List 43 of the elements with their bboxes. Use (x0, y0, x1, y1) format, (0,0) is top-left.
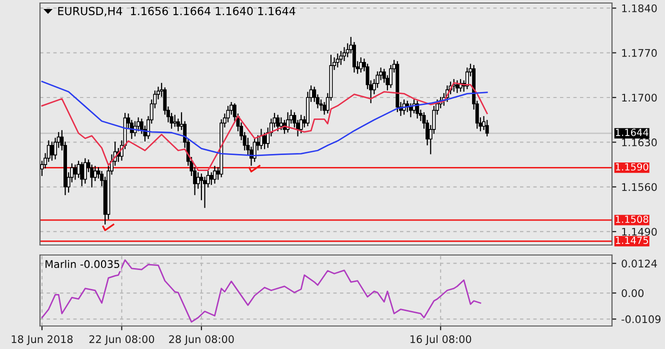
candlestick (408, 103, 412, 118)
candlestick (485, 120, 489, 136)
y-tick-label: 1.1560 (622, 183, 657, 191)
candlestick (83, 158, 87, 184)
x-tick-label: 28 Jun 08:00 (169, 335, 234, 346)
candlestick (212, 166, 216, 184)
line-series (41, 82, 488, 171)
candlestick (359, 57, 363, 73)
candlestick (299, 114, 303, 134)
candlestick (465, 68, 469, 90)
x-tick-label: 22 Jun 08:00 (89, 335, 154, 346)
ref-line-label: 1.1590 (616, 163, 648, 171)
candlestick (342, 47, 346, 62)
candlestick (173, 114, 177, 127)
y-tick-label: 1.1770 (622, 49, 657, 57)
y-tick-label: 1.1840 (622, 4, 657, 12)
candlestick (279, 117, 283, 130)
y-tick-label: 1.1700 (622, 94, 657, 102)
x-tick-label: 16 Jul 08:00 (410, 335, 472, 346)
candlestick (203, 176, 207, 208)
chart-title: EURUSD,H4 1.1656 1.1664 1.1640 1.1644 (58, 6, 296, 16)
y-tick-label: 1.1490 (622, 228, 657, 236)
candlestick (73, 164, 77, 180)
ref-line-label: 1.1508 (616, 216, 648, 223)
y-tick-label: 0.0124 (622, 260, 657, 268)
ref-line-label: 1.1475 (616, 236, 648, 244)
candlestick (259, 128, 263, 150)
candlestick (455, 80, 459, 93)
candlestick (210, 172, 214, 185)
candlestick (336, 54, 340, 68)
ref-line-label: 1.1644 (616, 128, 648, 136)
candlestick (276, 114, 280, 132)
chart-title: Marlin -0.0035 (46, 260, 120, 268)
line-series (41, 259, 482, 323)
y-tick-label: -0.0109 (622, 315, 661, 324)
y-tick-label: 1.1630 (622, 138, 657, 146)
candlestick (80, 162, 84, 186)
candlestick (416, 100, 420, 118)
x-tick-label: 18 Jun 2018 (12, 335, 73, 346)
candlestick (50, 142, 54, 161)
candlestick (339, 50, 343, 65)
y-tick-label: 0.00 (622, 289, 644, 298)
candlestick (93, 166, 97, 182)
